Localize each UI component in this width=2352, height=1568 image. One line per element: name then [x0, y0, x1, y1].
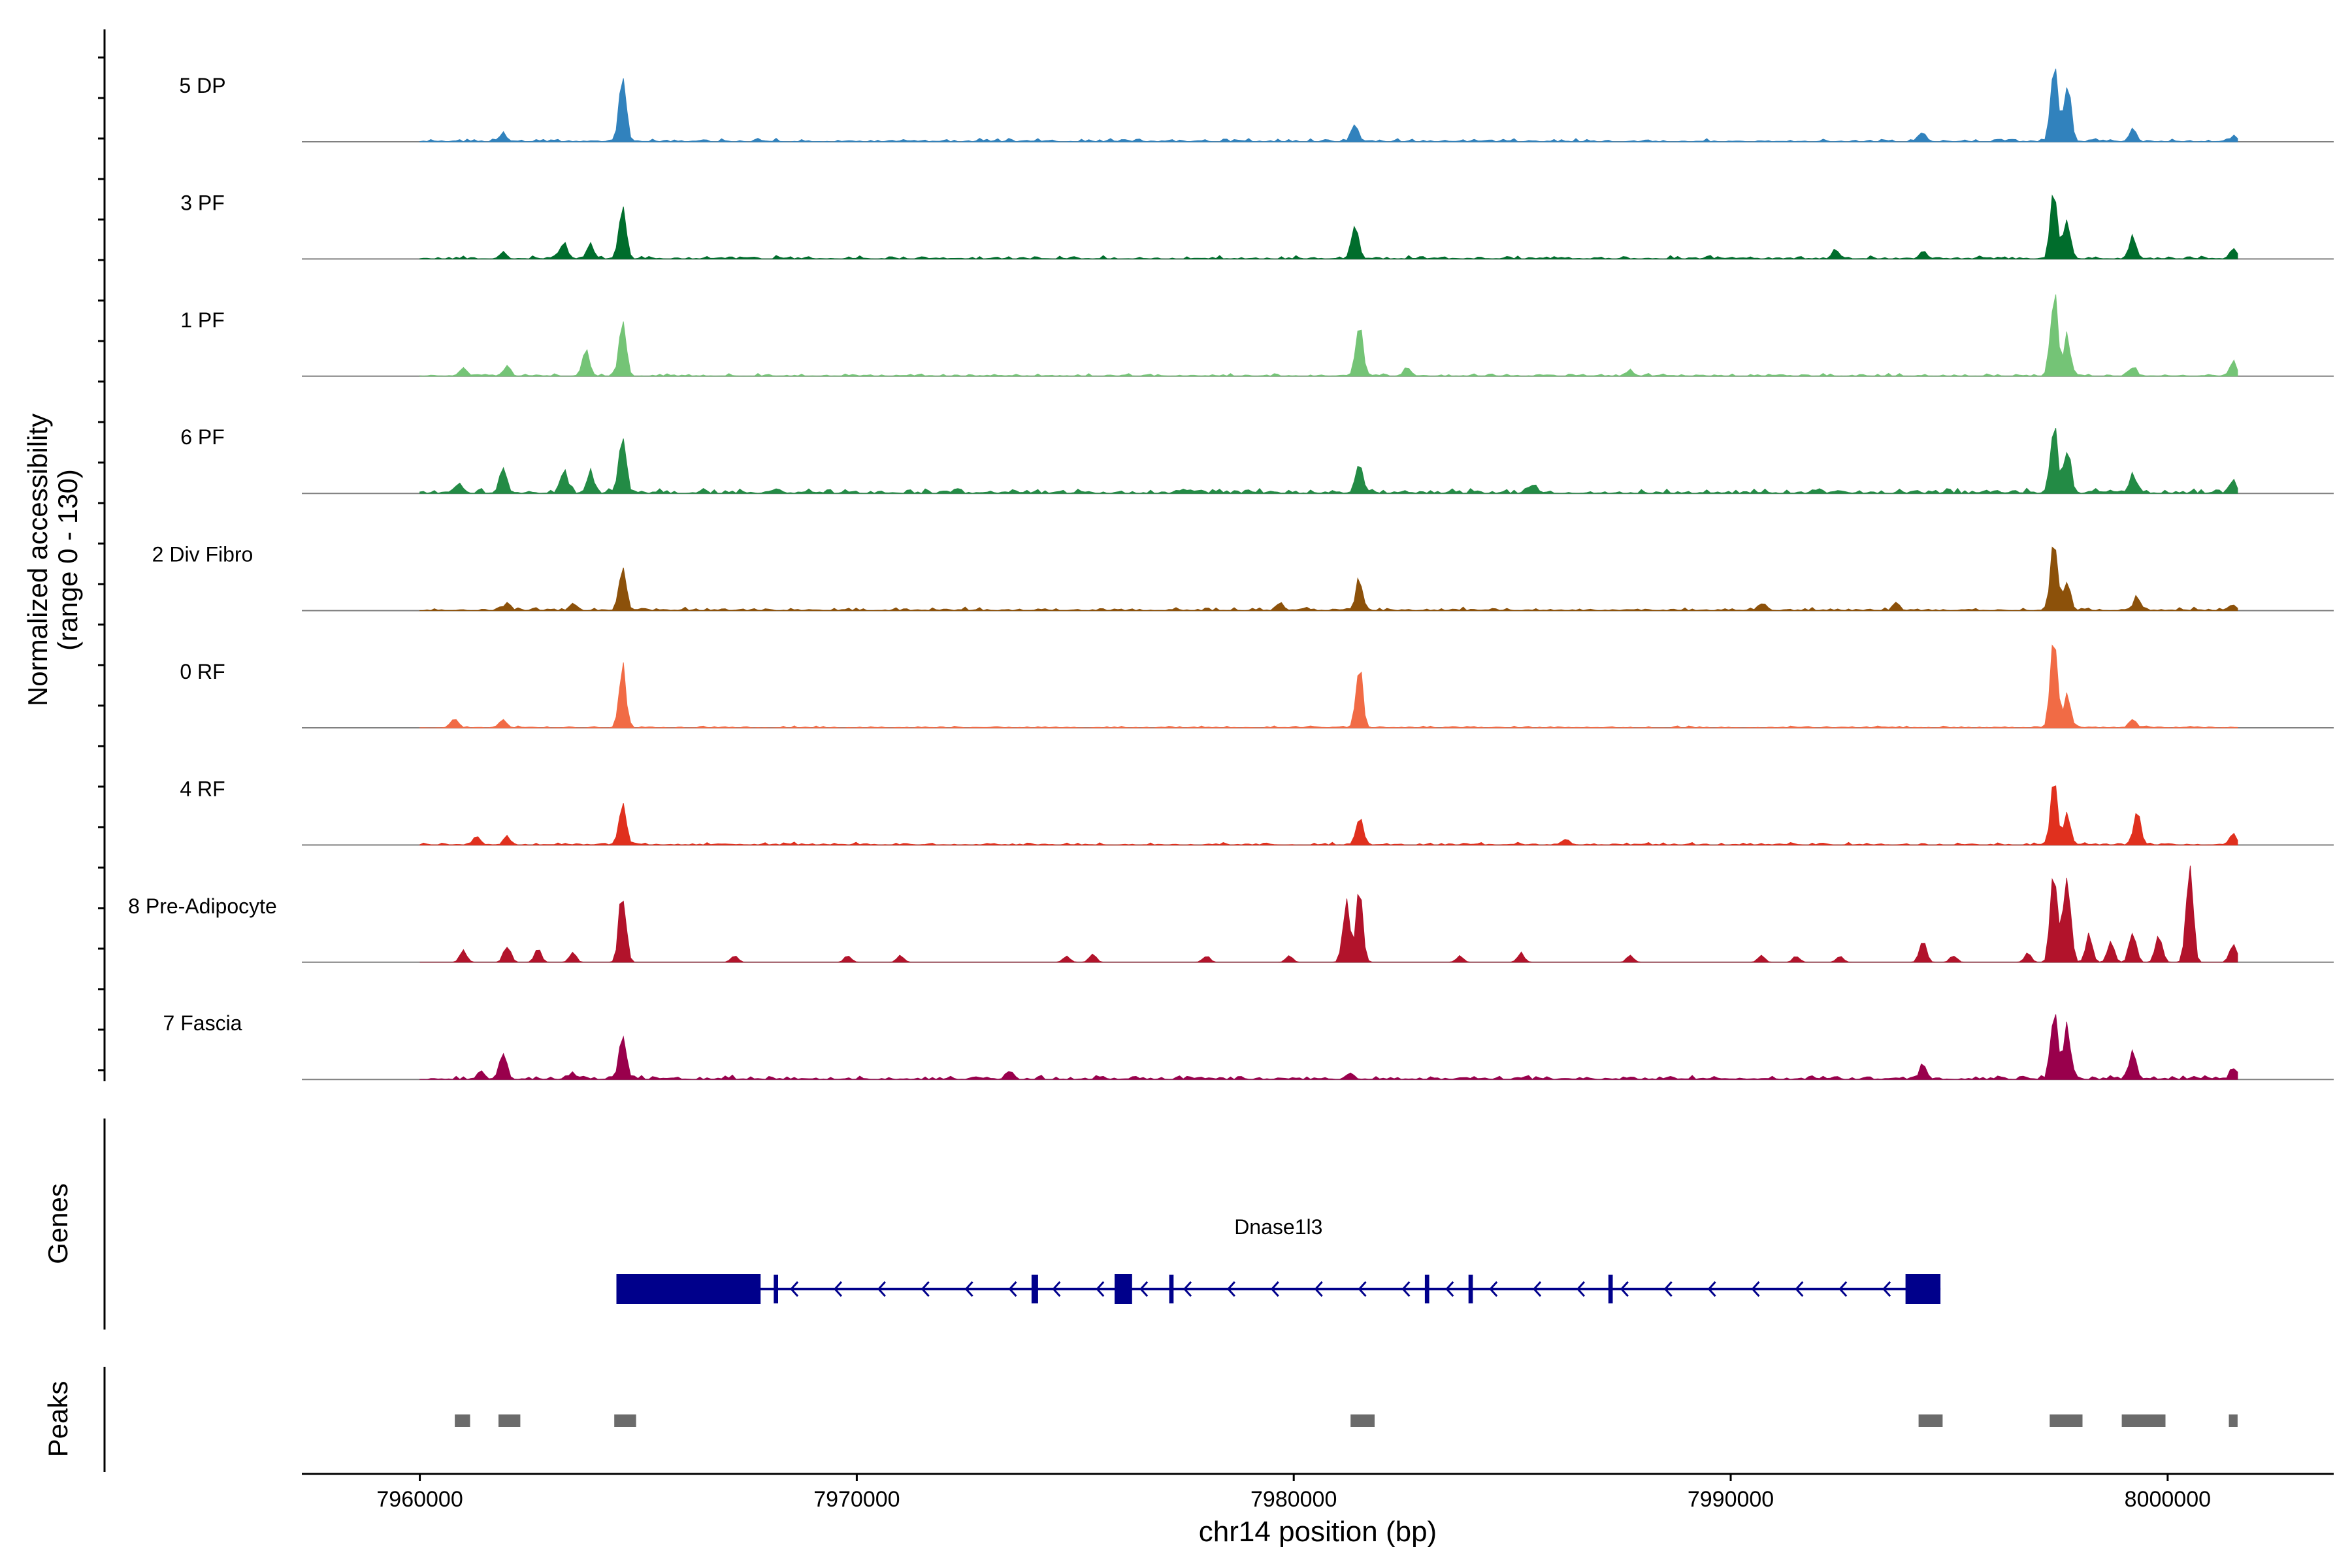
peak-region	[2121, 1414, 2166, 1427]
y-axis-title-line1: Normalized accessibility	[22, 414, 53, 706]
strand-arrow	[833, 1281, 843, 1298]
strand-arrow	[1096, 1281, 1105, 1298]
x-tick-label: 8000000	[2125, 1487, 2211, 1512]
gene-model	[616, 1274, 1941, 1304]
gene-exon	[1115, 1274, 1132, 1304]
track-label: 5 DP	[179, 74, 225, 97]
coverage-area	[419, 428, 2238, 494]
strand-arrow	[1445, 1281, 1454, 1298]
coverage-track: 2 Div Fibro	[152, 543, 2334, 612]
peaks-panel: Peaks	[42, 1367, 2238, 1472]
coverage-track: 8 Pre-Adipocyte	[128, 865, 2334, 963]
coverage-area	[419, 644, 2238, 728]
x-axis: 7960000 7970000 7980000 7990000 8000000 chr1…	[302, 1473, 2334, 1548]
strand-arrow	[790, 1281, 799, 1298]
coverage-track: 0 RF	[180, 644, 2334, 728]
genes-panel: Genes Dnase1l3	[42, 1119, 1941, 1330]
strand-arrow	[1489, 1281, 1498, 1298]
strand-arrow	[1707, 1281, 1716, 1298]
gene-exon	[616, 1274, 761, 1304]
x-axis-ticks: 7960000 7970000 7980000 7990000 8000000	[376, 1474, 2211, 1512]
peak-regions	[455, 1414, 2238, 1427]
strand-arrow	[1008, 1281, 1017, 1298]
x-tick-label: 7990000	[1688, 1487, 1774, 1512]
gene-exon	[1608, 1275, 1613, 1303]
gene-name-label: Dnase1l3	[1234, 1215, 1322, 1239]
x-axis-title: chr14 position (bp)	[1199, 1516, 1437, 1548]
track-label: 2 Div Fibro	[152, 543, 253, 566]
y-axis-title-line2: (range 0 - 130)	[52, 469, 83, 651]
coverage-track: 1 PF	[180, 294, 2334, 377]
coverage-area	[419, 194, 2238, 259]
track-label: 7 Fascia	[163, 1011, 242, 1035]
peak-region	[1918, 1414, 1943, 1427]
x-tick-label: 7970000	[813, 1487, 900, 1512]
peak-region	[2229, 1414, 2238, 1427]
coverage-track: 3 PF	[180, 191, 2334, 260]
x-tick-label: 7960000	[376, 1487, 463, 1512]
coverage-area	[419, 546, 2238, 612]
peak-region	[614, 1414, 636, 1427]
track-label: 8 Pre-Adipocyte	[128, 894, 277, 918]
coverage-area	[419, 294, 2238, 377]
strand-arrow	[1401, 1281, 1411, 1298]
track-label: 1 PF	[180, 308, 225, 332]
gene-exon	[774, 1275, 778, 1303]
strand-arrow	[1533, 1281, 1542, 1298]
strand-arrow	[1139, 1281, 1149, 1298]
coverage-track: 5 DP	[179, 69, 2334, 142]
track-label: 3 PF	[180, 191, 225, 214]
strand-arrow	[964, 1281, 973, 1298]
coverage-track: 4 RF	[180, 777, 2334, 846]
peak-region	[2050, 1414, 2083, 1427]
track-label: 4 RF	[180, 777, 225, 800]
coverage-tracks: 5 DP 3 PF 1 PF 6 PF 2 Div Fibro 0 RF 4 RF 8 Pre…	[128, 69, 2334, 1081]
strand-arrow	[921, 1281, 930, 1298]
strand-arrow	[1751, 1281, 1760, 1298]
coverage-y-ticks	[98, 56, 105, 1071]
gene-exon	[1169, 1275, 1174, 1303]
strand-arrow	[1358, 1281, 1367, 1298]
coverage-track: 6 PF	[180, 425, 2334, 495]
coverage-area	[419, 865, 2238, 963]
peak-region	[498, 1414, 521, 1427]
x-tick-label: 7980000	[1250, 1487, 1337, 1512]
gene-exon	[1468, 1275, 1473, 1303]
strand-arrow	[1795, 1281, 1804, 1298]
strand-arrow	[1270, 1281, 1279, 1298]
coverage-area	[419, 1014, 2238, 1080]
strand-arrow	[1052, 1281, 1061, 1298]
strand-arrow	[1314, 1281, 1323, 1298]
track-label: 0 RF	[180, 660, 225, 683]
coverage-area	[419, 785, 2238, 845]
coverage-area	[419, 69, 2238, 142]
track-label: 6 PF	[180, 425, 225, 449]
strand-arrow	[1882, 1281, 1891, 1298]
strand-arrow	[877, 1281, 886, 1298]
strand-arrow	[1226, 1281, 1236, 1298]
peak-region	[1350, 1414, 1375, 1427]
peaks-panel-label: Peaks	[42, 1381, 73, 1458]
strand-arrow	[1663, 1281, 1673, 1298]
strand-arrow	[1838, 1281, 1848, 1298]
strand-arrow	[1576, 1281, 1586, 1298]
coverage-y-axis	[98, 29, 106, 1081]
peak-region	[455, 1414, 470, 1427]
gene-exon	[1905, 1274, 1941, 1304]
coverage-track: 7 Fascia	[163, 1011, 2334, 1081]
strand-arrow	[1183, 1281, 1192, 1298]
gene-exon	[1424, 1275, 1429, 1303]
genes-panel-label: Genes	[42, 1183, 73, 1264]
gene-exon	[1031, 1275, 1038, 1303]
strand-arrow	[1620, 1281, 1629, 1298]
